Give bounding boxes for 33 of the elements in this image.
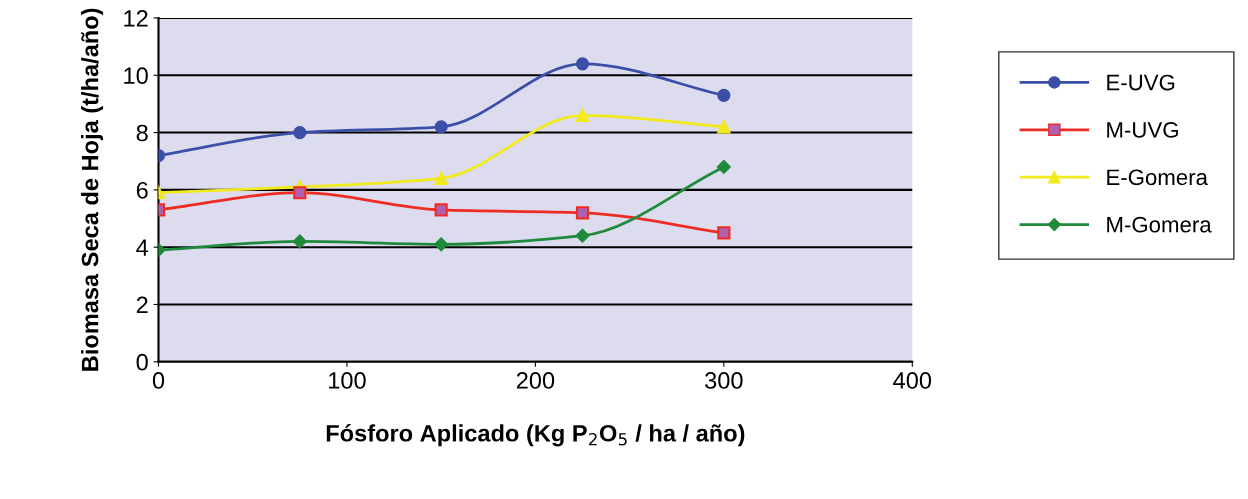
point	[434, 120, 448, 134]
x-axis-title: Fósforo Aplicado (Kg P$_{2}$O$_{5}$ / ha / año)	[326, 424, 745, 447]
point	[434, 171, 448, 186]
point	[434, 237, 449, 252]
y-tick-label: 12	[124, 10, 148, 27]
x-tick-label: 400	[893, 372, 932, 389]
legend-label: E-Gomera	[1107, 169, 1208, 186]
y-tick-label: 0	[136, 353, 148, 371]
x-tick-label: 300	[705, 372, 743, 389]
x-tick-label: 0	[152, 372, 165, 389]
point	[717, 88, 731, 102]
point	[575, 108, 590, 122]
y-tick-label: 8	[136, 124, 148, 142]
y-tick-label: 10	[124, 67, 148, 85]
point	[575, 57, 590, 71]
y-axis-title: Biomasa Seca de Hoja (t/ha/año)	[81, 8, 104, 371]
legend-label: M-UVG	[1107, 122, 1178, 138]
point	[716, 160, 731, 174]
x-tick-label: 100	[329, 372, 366, 389]
point	[293, 186, 307, 200]
point	[717, 120, 731, 134]
y-tick-label: 4	[136, 239, 149, 256]
point	[575, 228, 590, 243]
point	[717, 226, 731, 240]
point	[293, 125, 307, 140]
point	[434, 203, 448, 217]
legend-label: E-UVG	[1107, 74, 1175, 91]
x-tick-label: 200	[516, 372, 555, 389]
legend-label: M-Gomera	[1107, 216, 1212, 233]
y-tick-label: 6	[136, 181, 148, 199]
y-tick-label: 2	[136, 296, 148, 314]
point	[292, 234, 307, 249]
point	[575, 206, 590, 220]
